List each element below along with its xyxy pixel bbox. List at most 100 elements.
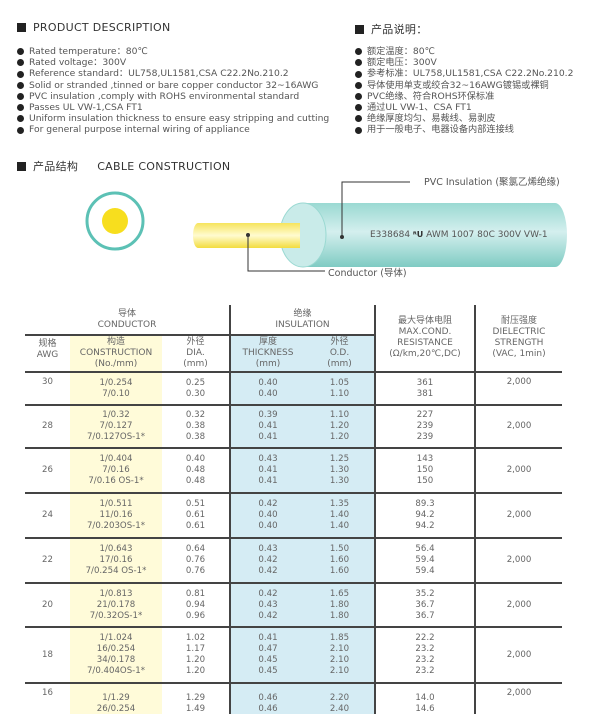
cell-construction: 1/0.32 7/0.127 7/0.127OS-1* (70, 404, 162, 448)
cell-construction: 1/0.511 11/0.16 7/0.203OS-1* (70, 492, 162, 538)
cell-line: 16/0.254 (96, 644, 136, 654)
marking-spec: AWM 1007 80C 300V VW-1 (426, 230, 548, 240)
bullet-icon (355, 126, 362, 134)
cell-awg: 30 (25, 371, 70, 405)
cell-dielectric: 2,000 (474, 404, 562, 448)
cell-line: 1.85 (329, 633, 350, 643)
cell-od: 1.50 1.60 1.60 (305, 537, 375, 583)
description-en-list: Rated temperature：80℃ Rated voltage：300V R… (17, 46, 329, 136)
description-item: For general purpose internal wiring of a… (17, 124, 329, 135)
cell-line: 23.2 (415, 666, 435, 676)
cell-line: 0.76 (185, 555, 206, 565)
cell-line: 56.4 (415, 544, 435, 554)
bullet-icon (355, 92, 362, 100)
cell-line: 14.0 (415, 692, 435, 703)
cell-line: 11/0.16 (99, 510, 133, 520)
cell-line: 7/0.32OS-1* (89, 610, 143, 621)
cell-resistance: 14.0 14.6 (374, 682, 475, 714)
table-row: 30 1/0.254 7/0.10 0.25 0.30 0.40 0.40 1.05 1.10 3… (25, 371, 562, 405)
cell-line: 0.47 (258, 644, 278, 654)
bullet-icon (355, 81, 362, 89)
cell-line: 2.10 (329, 655, 350, 665)
cell-line: 150 (416, 465, 434, 475)
cell-line: 1/0.813 (99, 588, 133, 599)
cell-line: STRENGTH (494, 338, 544, 348)
cell-line: 0.41 (258, 633, 278, 643)
cell-thickness: 0.46 0.46 (229, 682, 305, 714)
cell-construction: 1/1.024 16/0.254 34/0.178 7/0.404OS-1* (70, 626, 162, 683)
cell-line: 7/0.404OS-1* (86, 666, 146, 676)
description-item: 导体使用单支或绞合32~16AWG镀锡或裸铜 (355, 80, 573, 91)
cell-line: 14.6 (415, 703, 435, 714)
cell-line: 0.43 (258, 454, 278, 464)
bullet-icon (17, 48, 24, 56)
cell-line: 0.40 (185, 454, 206, 464)
cell-thickness: 0.40 0.40 (229, 371, 305, 405)
description-item: Solid or stranded ,tinned or bare copper… (17, 80, 329, 91)
table-row: 16 1/1.29 26/0.254 1.29 1.49 0.46 0.46 2.20 2.40… (25, 682, 562, 714)
cell-line: 7/0.127 (99, 421, 133, 431)
cell-line: 381 (416, 388, 434, 399)
description-text: 用于一般电子、电器设备内部连接线 (367, 124, 514, 136)
cell-line: 1.10 (329, 388, 350, 399)
ul-logo: ᴿU (412, 230, 424, 239)
description-text: 额定电压：300V (367, 57, 437, 69)
cell-line: 227 (416, 410, 434, 420)
cell-dia: 0.64 0.76 0.76 (162, 537, 230, 583)
header-od: 外径 O.D. (mm) (305, 335, 375, 372)
cell-line: (mm) (327, 359, 352, 369)
description-item: Reference standard：UL758,UL1581,CSA C22.… (17, 68, 329, 79)
description-text: Rated temperature：80℃ (29, 46, 148, 57)
cell-od: 2.20 2.40 (305, 682, 375, 714)
cell-line: 17/0.16 (99, 555, 133, 565)
description-text: Passes UL VW-1,CSA FT1 (29, 102, 143, 114)
table-row: 24 1/0.511 11/0.16 7/0.203OS-1* 0.51 0.61 0.61… (25, 492, 562, 538)
cell-line: 0.96 (185, 610, 206, 621)
square-bullet-icon (17, 161, 26, 171)
cell-od: 1.65 1.80 1.80 (305, 582, 375, 627)
description-item: Rated temperature：80℃ (17, 46, 329, 57)
cell-od: 1.25 1.30 1.30 (305, 447, 375, 493)
heading-en: CABLE CONSTRUCTION (97, 159, 231, 173)
cell-line: THICKNESS (242, 348, 294, 358)
cell-dielectric: 2,000 (474, 582, 562, 627)
description-item: Rated voltage：300V (17, 57, 329, 68)
cell-line: 1.60 (329, 555, 350, 565)
cell-dielectric: 2,000 (474, 371, 562, 405)
cell-line: 0.42 (258, 566, 278, 576)
description-item: Uniform insulation thickness to ensure e… (17, 113, 329, 124)
conductor-leader-line (247, 235, 325, 272)
cell-line: 最大导体电阻 (397, 316, 452, 326)
header-thickness: 厚度 THICKNESS (mm) (229, 335, 305, 372)
description-item: 通过UL VW-1、CSA FT1 (355, 102, 573, 113)
cell-awg: 16 (25, 682, 70, 714)
bullet-icon (17, 104, 24, 112)
cell-resistance: 22.2 23.2 23.2 23.2 (374, 626, 475, 683)
cell-line: 外径 (186, 337, 205, 347)
cell-line: 23.2 (415, 644, 435, 654)
cell-dia: 1.02 1.17 1.20 1.20 (162, 626, 230, 683)
spec-table: 导体 CONDUCTOR 绝缘 INSULATION 最大导体电阻 MAX.COND.… (25, 305, 562, 714)
cell-line: 23.2 (415, 655, 435, 665)
cell-resistance: 56.4 59.4 59.4 (374, 537, 475, 583)
square-bullet-icon (17, 23, 26, 32)
cell-line: 0.76 (185, 566, 206, 576)
heading-text: 产品说明： (371, 23, 428, 36)
cell-line: 1.60 (329, 566, 350, 576)
description-text: 导体使用单支或绞合32~16AWG镀锡或裸铜 (367, 79, 549, 91)
bullet-icon (355, 70, 362, 78)
cell-line: 1.29 (185, 692, 206, 703)
cell-thickness: 0.39 0.41 0.41 (229, 404, 305, 448)
cell-dia: 1.29 1.49 (162, 682, 230, 714)
cell-thickness: 0.43 0.41 0.41 (229, 447, 305, 493)
cell-od: 1.35 1.40 1.40 (305, 492, 375, 538)
bullet-icon (17, 126, 24, 134)
cell-line: 0.51 (185, 499, 206, 509)
cell-line: 0.40 (258, 510, 278, 520)
table-row: 18 1/1.024 16/0.254 34/0.178 7/0.404OS-1* 1.0… (25, 626, 562, 683)
cell-line: 239 (416, 421, 434, 431)
cell-line: 0.25 (185, 377, 206, 388)
cell-line: 0.61 (185, 521, 206, 531)
cell-resistance: 227 239 239 (374, 404, 475, 448)
cell-line: 构造 (106, 337, 125, 347)
